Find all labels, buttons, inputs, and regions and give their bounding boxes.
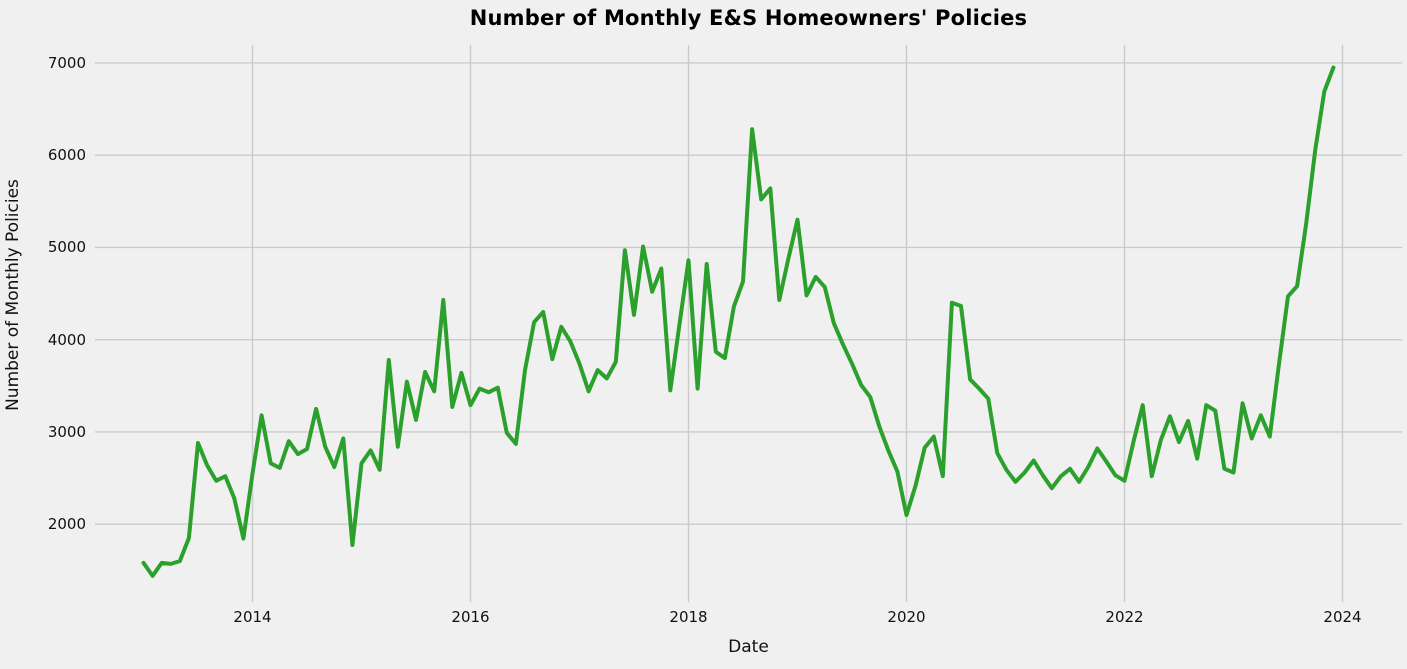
x-tick-label: 2014 xyxy=(233,608,272,626)
x-tick-label: 2018 xyxy=(669,608,708,626)
y-tick-label: 4000 xyxy=(47,330,86,349)
monthly-policies-line xyxy=(141,65,1336,578)
y-tick-label: 7000 xyxy=(47,53,86,72)
y-tick-label: 6000 xyxy=(47,146,86,165)
y-tick-label: 3000 xyxy=(47,422,86,441)
grid-lines xyxy=(95,45,1402,602)
y-tick-label: 2000 xyxy=(47,515,86,534)
x-tick-label: 2020 xyxy=(887,608,926,626)
chart-title: Number of Monthly E&S Homeowners' Polici… xyxy=(469,6,1028,30)
x-tick-label: 2022 xyxy=(1105,608,1144,626)
y-tick-label: 5000 xyxy=(47,238,86,257)
x-tick-label: 2016 xyxy=(451,608,490,626)
x-axis-label: Date xyxy=(728,637,769,657)
policies-line-series xyxy=(141,65,1336,578)
x-tick-label: 2024 xyxy=(1323,608,1362,626)
